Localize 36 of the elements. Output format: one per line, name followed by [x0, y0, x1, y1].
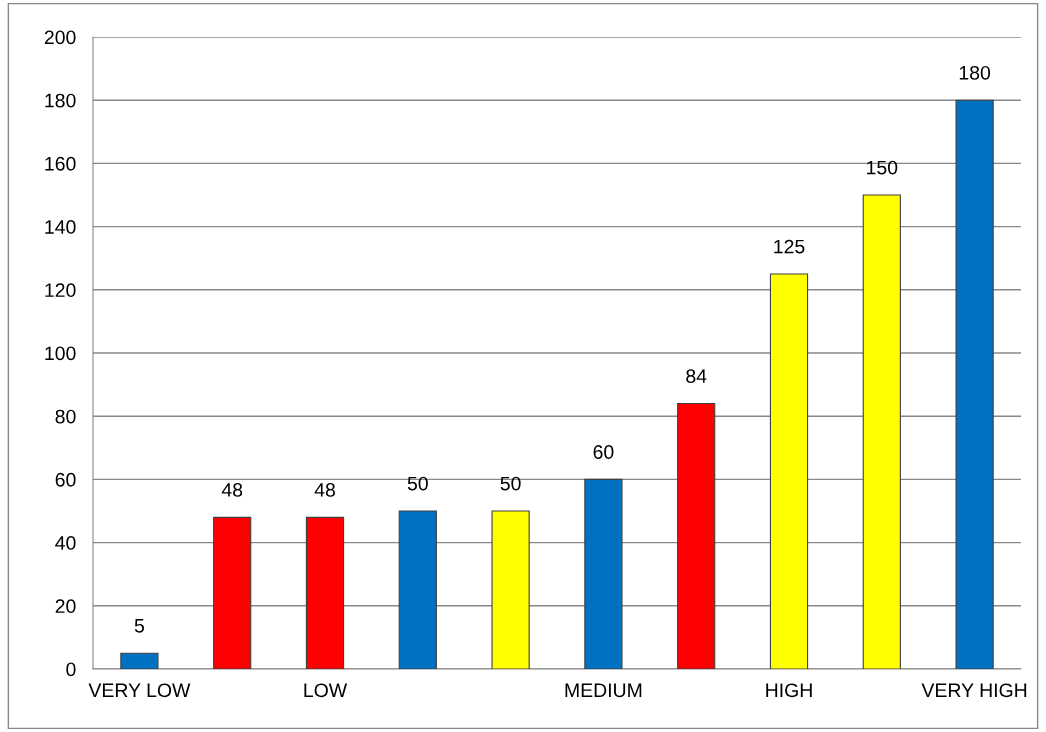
- y-tick-label: 160: [45, 156, 76, 171]
- data-label: 48: [221, 483, 243, 497]
- y-tick-label: 120: [45, 283, 76, 298]
- bar: [491, 510, 530, 669]
- bar: [862, 194, 901, 669]
- y-tick-label: 100: [45, 346, 76, 361]
- data-label: 125: [774, 239, 805, 254]
- data-label: 48: [314, 483, 335, 497]
- y-tick-label: 80: [55, 409, 76, 424]
- x-tick-label: HIGH: [766, 683, 812, 698]
- x-tick-label: VERY LOW: [88, 683, 191, 698]
- y-tick-label: 200: [44, 30, 76, 45]
- bar: [305, 516, 345, 669]
- y-tick-label: 0: [66, 662, 76, 677]
- y-tick-label: 140: [45, 220, 76, 234]
- x-tick-label: LOW: [304, 683, 348, 698]
- y-tick-label: 60: [55, 472, 76, 487]
- bar: [120, 652, 159, 669]
- bar: [213, 516, 252, 669]
- data-label: 84: [686, 369, 707, 384]
- bar: [769, 273, 809, 669]
- bar: [677, 403, 716, 669]
- data-label: 150: [867, 160, 898, 175]
- data-label: 50: [407, 476, 428, 491]
- data-label: 5: [134, 619, 144, 633]
- bar: [398, 510, 437, 669]
- data-label: 50: [500, 476, 521, 491]
- data-label: 180: [959, 65, 991, 80]
- x-tick-label: MEDIUM: [565, 683, 642, 698]
- y-tick-label: 180: [45, 93, 76, 108]
- data-label: 60: [593, 445, 614, 459]
- bar: [584, 478, 623, 669]
- y-tick-label: 20: [55, 599, 76, 614]
- bar: [955, 99, 994, 669]
- x-tick-label: VERY HIGH: [921, 683, 1027, 698]
- y-tick-label: 40: [55, 536, 76, 550]
